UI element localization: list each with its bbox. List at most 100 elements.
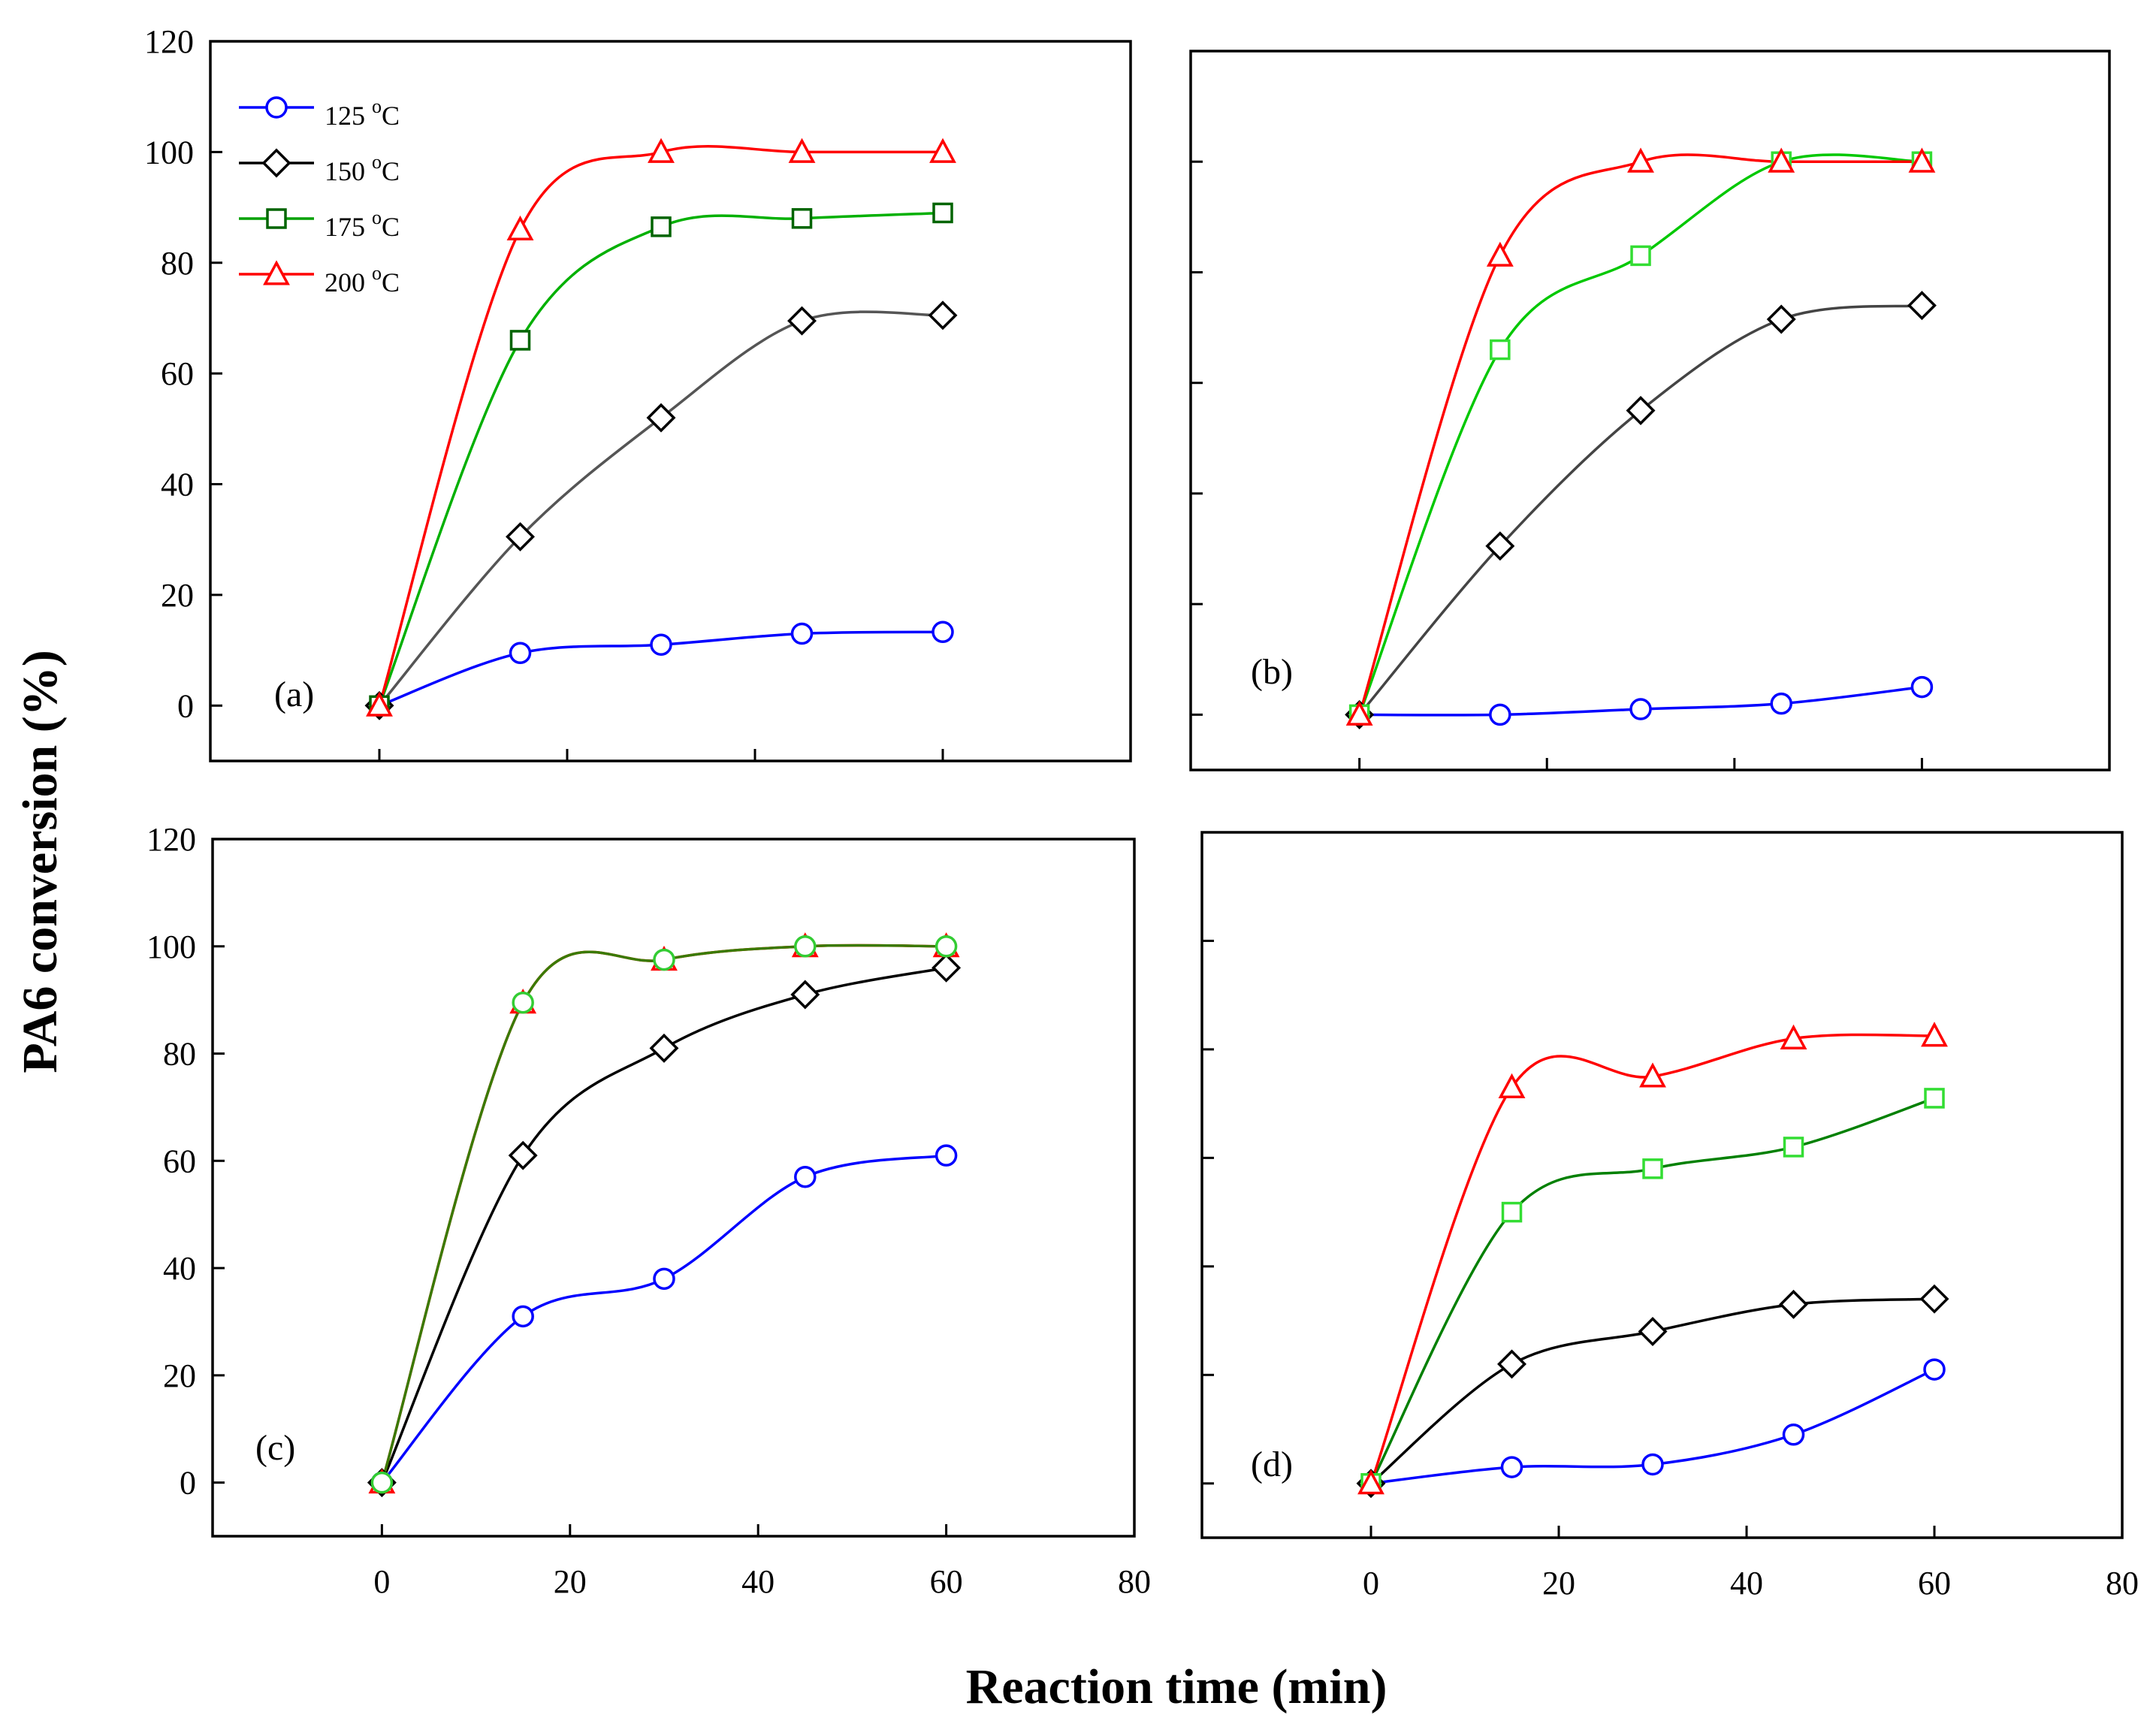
data-point bbox=[932, 953, 962, 983]
x-axis-title: Reaction time (min) bbox=[966, 1659, 1388, 1714]
data-point bbox=[1498, 1073, 1526, 1098]
legend-item: 175 oC bbox=[239, 207, 400, 242]
data-point bbox=[1768, 147, 1795, 173]
panel-label: (d) bbox=[1251, 1445, 1293, 1484]
legend-label: 150 oC bbox=[325, 151, 400, 186]
data-point bbox=[1345, 700, 1373, 726]
y-axis-title: PA6 conversion (%) bbox=[13, 650, 68, 1073]
legend-marker bbox=[265, 96, 288, 119]
plot-frame bbox=[211, 838, 1136, 1538]
y-tick-label: 100 bbox=[144, 134, 194, 171]
x-tick-label: 0 bbox=[373, 1563, 390, 1600]
legend: 125 oC 150 oC 175 oC 200 oC bbox=[239, 95, 400, 297]
legend-label: 125 oC bbox=[325, 95, 400, 131]
data-point bbox=[1919, 1284, 1949, 1314]
data-point bbox=[1639, 1062, 1666, 1088]
y-tick-label: 0 bbox=[180, 1465, 196, 1502]
legend-label: 175 oC bbox=[325, 207, 400, 242]
data-point bbox=[1485, 531, 1515, 561]
data-point bbox=[935, 935, 958, 958]
panels: 0 20 40 60 80 100 120 (a) (b) 0 20 40 60 80 0 20 40 60 80 1… bbox=[144, 23, 2139, 1602]
x-tick-label: 0 bbox=[1363, 1565, 1379, 1602]
data-point bbox=[1630, 245, 1651, 267]
x-tick-label: 40 bbox=[1730, 1565, 1763, 1602]
data-point bbox=[1629, 698, 1652, 720]
x-tick-label: 80 bbox=[1118, 1563, 1151, 1600]
data-point bbox=[935, 1144, 958, 1167]
panel-b: (b) bbox=[1189, 50, 2111, 771]
y-tick-label: 20 bbox=[163, 1357, 196, 1394]
data-point bbox=[646, 403, 676, 433]
x-tick-label: 60 bbox=[930, 1563, 963, 1600]
data-point bbox=[1910, 675, 1934, 699]
legend-item: 200 oC bbox=[239, 260, 400, 297]
series-line bbox=[1357, 153, 1922, 715]
data-point bbox=[1780, 1024, 1807, 1049]
series-line bbox=[380, 966, 947, 1484]
x-tick-label: 20 bbox=[1542, 1565, 1575, 1602]
data-point bbox=[1779, 1289, 1808, 1319]
data-point bbox=[508, 1140, 538, 1170]
series-line bbox=[378, 310, 944, 707]
y-tick-label: 60 bbox=[163, 1143, 196, 1179]
y-tick-label: 40 bbox=[163, 1250, 196, 1287]
data-point bbox=[506, 215, 534, 241]
panel-label: (a) bbox=[274, 675, 314, 714]
data-point bbox=[509, 642, 532, 665]
legend-item: 125 oC bbox=[239, 95, 400, 131]
legend-marker bbox=[261, 148, 291, 178]
data-point bbox=[1923, 1358, 1946, 1381]
plot-frame bbox=[1189, 50, 2111, 771]
panel-label: (c) bbox=[255, 1428, 295, 1468]
data-point bbox=[1357, 1469, 1384, 1495]
data-point bbox=[653, 948, 675, 971]
series-line bbox=[381, 1154, 947, 1484]
data-point bbox=[509, 330, 531, 351]
data-point bbox=[1783, 1137, 1804, 1158]
data-point bbox=[1907, 291, 1937, 321]
data-point bbox=[1782, 1424, 1805, 1446]
series-line bbox=[1358, 303, 1922, 716]
y-tick-label: 60 bbox=[161, 355, 194, 392]
y-tick-label: 80 bbox=[163, 1036, 196, 1073]
data-point bbox=[512, 1305, 534, 1328]
plot-frame bbox=[209, 40, 1132, 762]
legend-item: 150 oC bbox=[239, 148, 400, 186]
x-tick-label: 60 bbox=[1918, 1565, 1951, 1602]
data-point bbox=[653, 1267, 675, 1291]
data-point bbox=[1486, 241, 1514, 267]
data-point bbox=[794, 1165, 817, 1188]
y-tick-label: 40 bbox=[161, 466, 194, 503]
data-point bbox=[790, 980, 820, 1010]
data-point bbox=[648, 137, 675, 163]
data-point bbox=[1627, 147, 1654, 173]
data-point bbox=[649, 1033, 679, 1063]
y-tick-label: 80 bbox=[161, 245, 194, 282]
data-point bbox=[928, 300, 958, 331]
legend-label: 200 oC bbox=[325, 262, 400, 297]
data-point bbox=[932, 202, 953, 224]
data-point bbox=[1642, 1158, 1663, 1179]
y-tick-label: 100 bbox=[146, 928, 196, 965]
data-point bbox=[1500, 1456, 1523, 1478]
y-tick-label: 0 bbox=[177, 687, 194, 724]
data-point bbox=[1490, 339, 1511, 361]
legend-marker bbox=[266, 208, 287, 229]
data-point bbox=[651, 216, 672, 237]
data-point bbox=[932, 620, 954, 644]
series-line bbox=[1357, 153, 1922, 716]
data-point bbox=[1489, 703, 1511, 726]
plot-frame bbox=[1200, 831, 2124, 1539]
x-tick-label: 40 bbox=[741, 1563, 775, 1600]
series-line bbox=[378, 145, 943, 706]
data-point bbox=[929, 137, 956, 163]
data-point bbox=[650, 633, 672, 656]
data-point bbox=[1924, 1088, 1945, 1109]
y-tick-label: 120 bbox=[144, 23, 194, 60]
panel-d: 0 20 40 60 80 (d) bbox=[1200, 831, 2139, 1602]
data-point bbox=[788, 137, 816, 163]
data-point bbox=[1497, 1349, 1526, 1379]
data-point bbox=[787, 306, 817, 336]
data-point bbox=[1638, 1317, 1668, 1346]
